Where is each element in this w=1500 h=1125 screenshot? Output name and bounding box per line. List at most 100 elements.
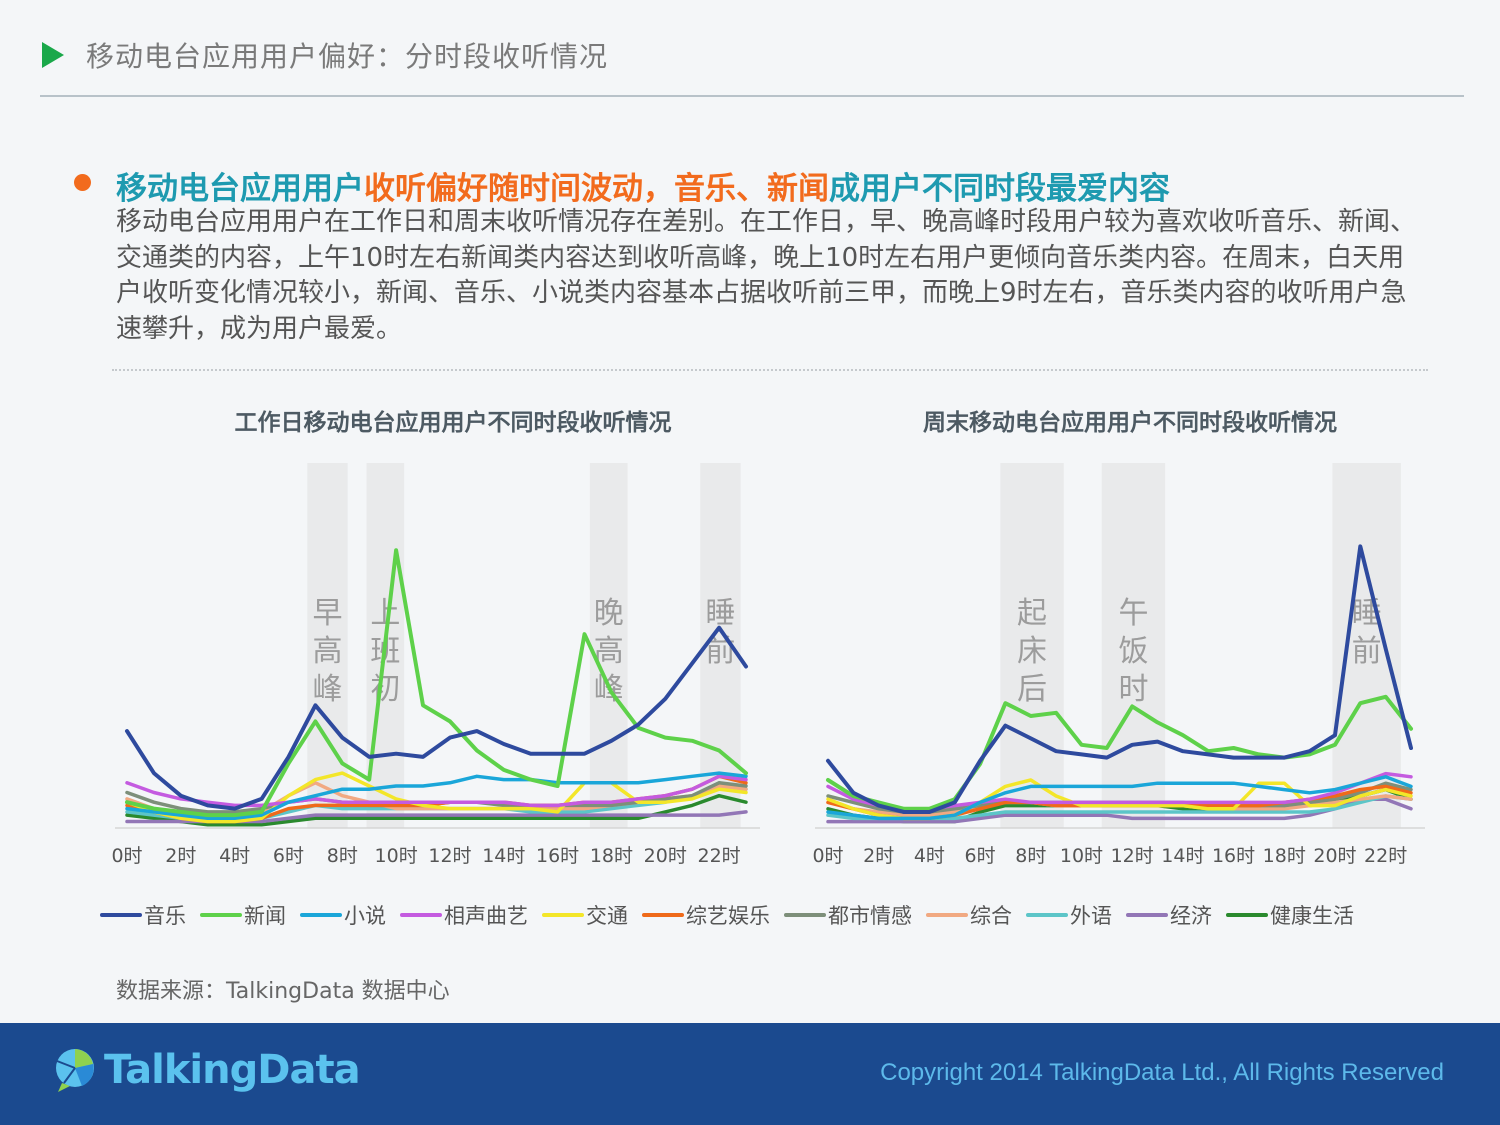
- legend-swatch: [784, 913, 826, 917]
- period-band: [1101, 463, 1166, 828]
- legend-item: 交通: [542, 900, 628, 930]
- title-divider: [40, 95, 1464, 97]
- talkingdata-logo: TalkingData: [52, 1047, 361, 1093]
- legend-swatch: [642, 913, 684, 917]
- legend-item: 新闻: [200, 900, 286, 930]
- x-tick-label: 4时: [914, 845, 945, 867]
- period-band: [1000, 463, 1064, 828]
- period-label: 起: [1017, 596, 1047, 631]
- chart-title: 周末移动电台应用用户不同时段收听情况: [923, 409, 1337, 436]
- legend-item: 都市情感: [784, 900, 912, 930]
- legend-label: 综合: [970, 904, 1012, 928]
- copyright-text: Copyright 2014 TalkingData Ltd., All Rig…: [880, 1059, 1444, 1086]
- series-line-小说: [125, 771, 748, 821]
- legend-item: 音乐: [100, 900, 186, 930]
- slide-title-text: 移动电台应用用户偏好：分时段收听情况: [86, 40, 609, 73]
- legend-swatch: [926, 913, 968, 917]
- legend-label: 外语: [1070, 904, 1112, 928]
- x-tick-label: 0时: [812, 845, 843, 867]
- x-tick-label: 22时: [1364, 845, 1407, 867]
- summary-paragraph: 移动电台应用用户在工作日和周末收听情况存在差别。在工作日，早、晚高峰时段用户较为…: [116, 207, 1417, 344]
- section-divider: [112, 369, 1428, 371]
- period-label: 高: [313, 634, 343, 669]
- legend-label: 交通: [586, 904, 628, 928]
- bullet-dot-icon: [74, 174, 91, 191]
- series-line-音乐: [826, 544, 1413, 814]
- chart-legend: 音乐 新闻 小说 相声曲艺 交通 综艺娱乐 都市情感 综合 外语 经济 健康生活: [100, 900, 1368, 930]
- legend-swatch: [1226, 913, 1268, 917]
- legend-label: 经济: [1170, 904, 1212, 928]
- headline-part-1: 移动电台应用用户: [116, 171, 364, 207]
- legend-item: 经济: [1126, 900, 1212, 930]
- x-tick-label: 2时: [863, 845, 894, 867]
- x-tick-label: 8时: [327, 845, 358, 867]
- chart-title: 工作日移动电台应用用户不同时段收听情况: [235, 409, 672, 436]
- play-arrow-icon: [42, 42, 64, 68]
- period-band: [307, 463, 348, 828]
- legend-label: 综艺娱乐: [686, 904, 770, 928]
- legend-swatch: [200, 913, 242, 917]
- legend-item: 小说: [300, 900, 386, 930]
- legend-swatch: [1026, 913, 1068, 917]
- period-label: 晚: [594, 596, 624, 631]
- legend-swatch: [542, 913, 584, 917]
- series-line-新闻: [826, 694, 1413, 811]
- series-line-经济: [826, 797, 1413, 824]
- x-tick-label: 18时: [590, 845, 633, 867]
- x-tick-label: 16时: [536, 845, 579, 867]
- x-tick-label: 20时: [1313, 845, 1356, 867]
- legend-label: 新闻: [244, 904, 286, 928]
- logo-bubble-icon: [56, 1049, 94, 1092]
- headline-part-3: 成用户不同时段最爱内容: [829, 171, 1170, 207]
- series-line-音乐: [125, 625, 748, 811]
- period-label: 早: [313, 596, 343, 631]
- period-label: 峰: [313, 672, 343, 707]
- legend-label: 相声曲艺: [444, 904, 528, 928]
- period-label: 床: [1017, 634, 1047, 669]
- legend-swatch: [1126, 913, 1168, 917]
- x-tick-label: 12时: [428, 845, 471, 867]
- series-line-交通: [125, 771, 748, 824]
- headline: 移动电台应用用户收听偏好随时间波动，音乐、新闻成用户不同时段最爱内容: [116, 163, 1170, 208]
- logo-text: TalkingData: [104, 1047, 361, 1093]
- legend-label: 健康生活: [1270, 904, 1354, 928]
- period-label: 时: [1118, 672, 1148, 707]
- x-tick-label: 10时: [375, 845, 418, 867]
- x-tick-label: 14时: [482, 845, 525, 867]
- period-label: 饭: [1118, 634, 1148, 669]
- x-tick-label: 8时: [1015, 845, 1046, 867]
- legend-item: 健康生活: [1226, 900, 1354, 930]
- x-tick-label: 6时: [965, 845, 996, 867]
- period-band: [589, 463, 628, 828]
- period-label: 前: [1352, 634, 1382, 669]
- headline-part-2: 收听偏好随时间波动，音乐、新闻: [364, 171, 829, 207]
- slide-title: 移动电台应用用户偏好：分时段收听情况: [42, 30, 608, 80]
- series-line-小说: [826, 775, 1413, 821]
- legend-swatch: [100, 913, 142, 917]
- x-tick-label: 20时: [644, 845, 687, 867]
- x-tick-label: 6时: [273, 845, 304, 867]
- footer-bar: TalkingData Copyright 2014 TalkingData L…: [0, 1023, 1500, 1125]
- period-label: 午: [1118, 596, 1148, 631]
- legend-label: 都市情感: [828, 904, 912, 928]
- series-line-健康生活: [125, 793, 748, 827]
- legend-item: 综艺娱乐: [642, 900, 770, 930]
- period-label: 后: [1017, 672, 1047, 707]
- legend-label: 小说: [344, 904, 386, 928]
- legend-item: 相声曲艺: [400, 900, 528, 930]
- period-label: 睡: [705, 596, 735, 631]
- x-tick-label: 18时: [1263, 845, 1306, 867]
- x-tick-label: 4时: [219, 845, 250, 867]
- legend-swatch: [400, 913, 442, 917]
- legend-label: 音乐: [144, 904, 186, 928]
- period-label: 初: [370, 672, 400, 707]
- x-tick-label: 12时: [1111, 845, 1154, 867]
- series-line-相声曲艺: [125, 774, 748, 808]
- x-tick-label: 14时: [1161, 845, 1204, 867]
- period-band: [1332, 463, 1401, 828]
- x-tick-label: 0时: [111, 845, 142, 867]
- series-line-新闻: [125, 548, 748, 818]
- legend-item: 综合: [926, 900, 1012, 930]
